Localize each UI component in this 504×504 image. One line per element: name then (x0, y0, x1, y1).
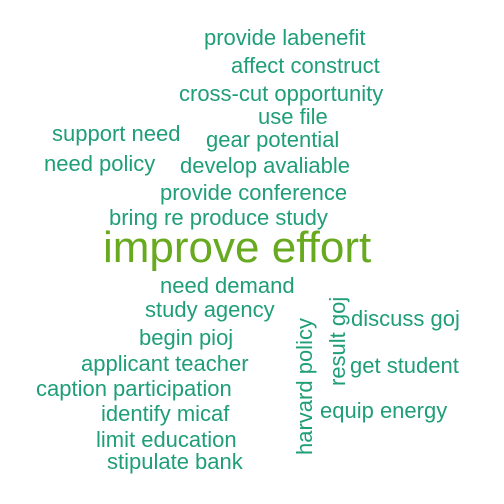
word-cross-cut-opportunity: cross-cut opportunity (179, 81, 384, 106)
word-provide-labenefit: provide labenefit (204, 25, 366, 50)
word-affect-construct: affect construct (231, 53, 380, 78)
word-bring-re-produce-study: bring re produce study (109, 205, 328, 230)
word-limit-education: limit education (96, 427, 237, 452)
word-applicant-teacher: applicant teacher (81, 351, 249, 376)
word-caption-participation: caption participation (36, 376, 232, 401)
word-identify-micaf: identify micaf (101, 401, 230, 426)
word-discuss-goj: discuss goj (351, 306, 460, 331)
word-support-need: support need (52, 121, 181, 146)
word-need-policy: need policy (44, 151, 156, 176)
word-stipulate-bank: stipulate bank (107, 449, 243, 474)
word-result-goj: result goj (325, 296, 350, 386)
word-develop-avaliable: develop avaliable (180, 153, 351, 178)
word-begin-pioj: begin pioj (139, 325, 234, 350)
word-study-agency: study agency (145, 297, 275, 322)
word-get-student: get student (350, 353, 459, 378)
word-gear-potential: gear potential (206, 127, 340, 152)
word-equip-energy: equip energy (320, 398, 448, 423)
word-harvard-policy: harvard policy (292, 318, 317, 455)
word-provide-conference: provide conference (160, 180, 348, 205)
word-use-file: use file (258, 104, 328, 129)
word-need-demand: need demand (160, 273, 295, 298)
word-improve-effort: improve effort (103, 223, 372, 272)
